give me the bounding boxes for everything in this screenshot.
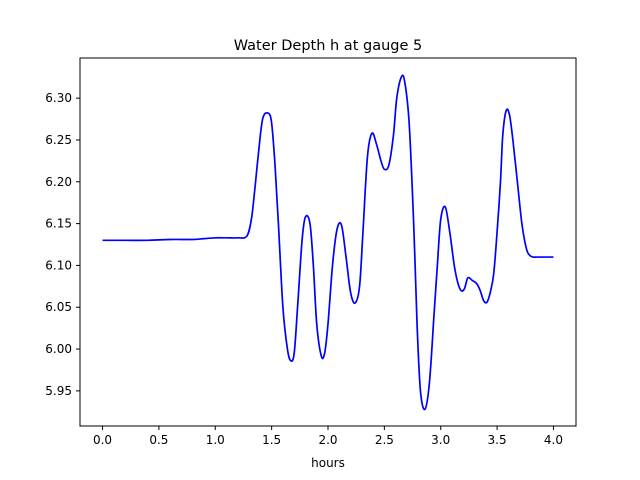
x-axis-label: hours — [311, 456, 345, 470]
x-tick-label: 2.5 — [375, 433, 394, 447]
x-tick-label: 2.0 — [318, 433, 337, 447]
plot-area — [102, 74, 554, 411]
y-tick-label: 6.05 — [45, 300, 72, 314]
y-tick-label: 6.15 — [45, 217, 72, 231]
x-tick-label: 1.0 — [206, 433, 225, 447]
y-tick-label: 5.95 — [45, 384, 72, 398]
x-tick-label: 0.5 — [149, 433, 168, 447]
axis-ticks: 0.0 0.5 1.0 1.5 2.0 2.5 3.0 3.5 4.0 5.95 6.00 6.05 6… — [45, 91, 563, 447]
chart-title: Water Depth h at gauge 5 — [234, 38, 422, 54]
x-tick-label: 1.5 — [262, 433, 281, 447]
x-tick-label: 3.5 — [488, 433, 507, 447]
plot-frame — [79, 57, 577, 427]
x-tick-label: 4.0 — [544, 433, 563, 447]
y-tick-label: 6.20 — [45, 175, 72, 189]
y-tick-label: 6.30 — [45, 91, 72, 105]
x-tick-label: 3.0 — [431, 433, 450, 447]
y-tick-label: 6.10 — [45, 258, 72, 272]
y-tick-label: 6.00 — [45, 342, 72, 356]
y-tick-label: 6.25 — [45, 133, 72, 147]
x-tick-label: 0.0 — [93, 433, 112, 447]
series-line — [102, 74, 554, 411]
